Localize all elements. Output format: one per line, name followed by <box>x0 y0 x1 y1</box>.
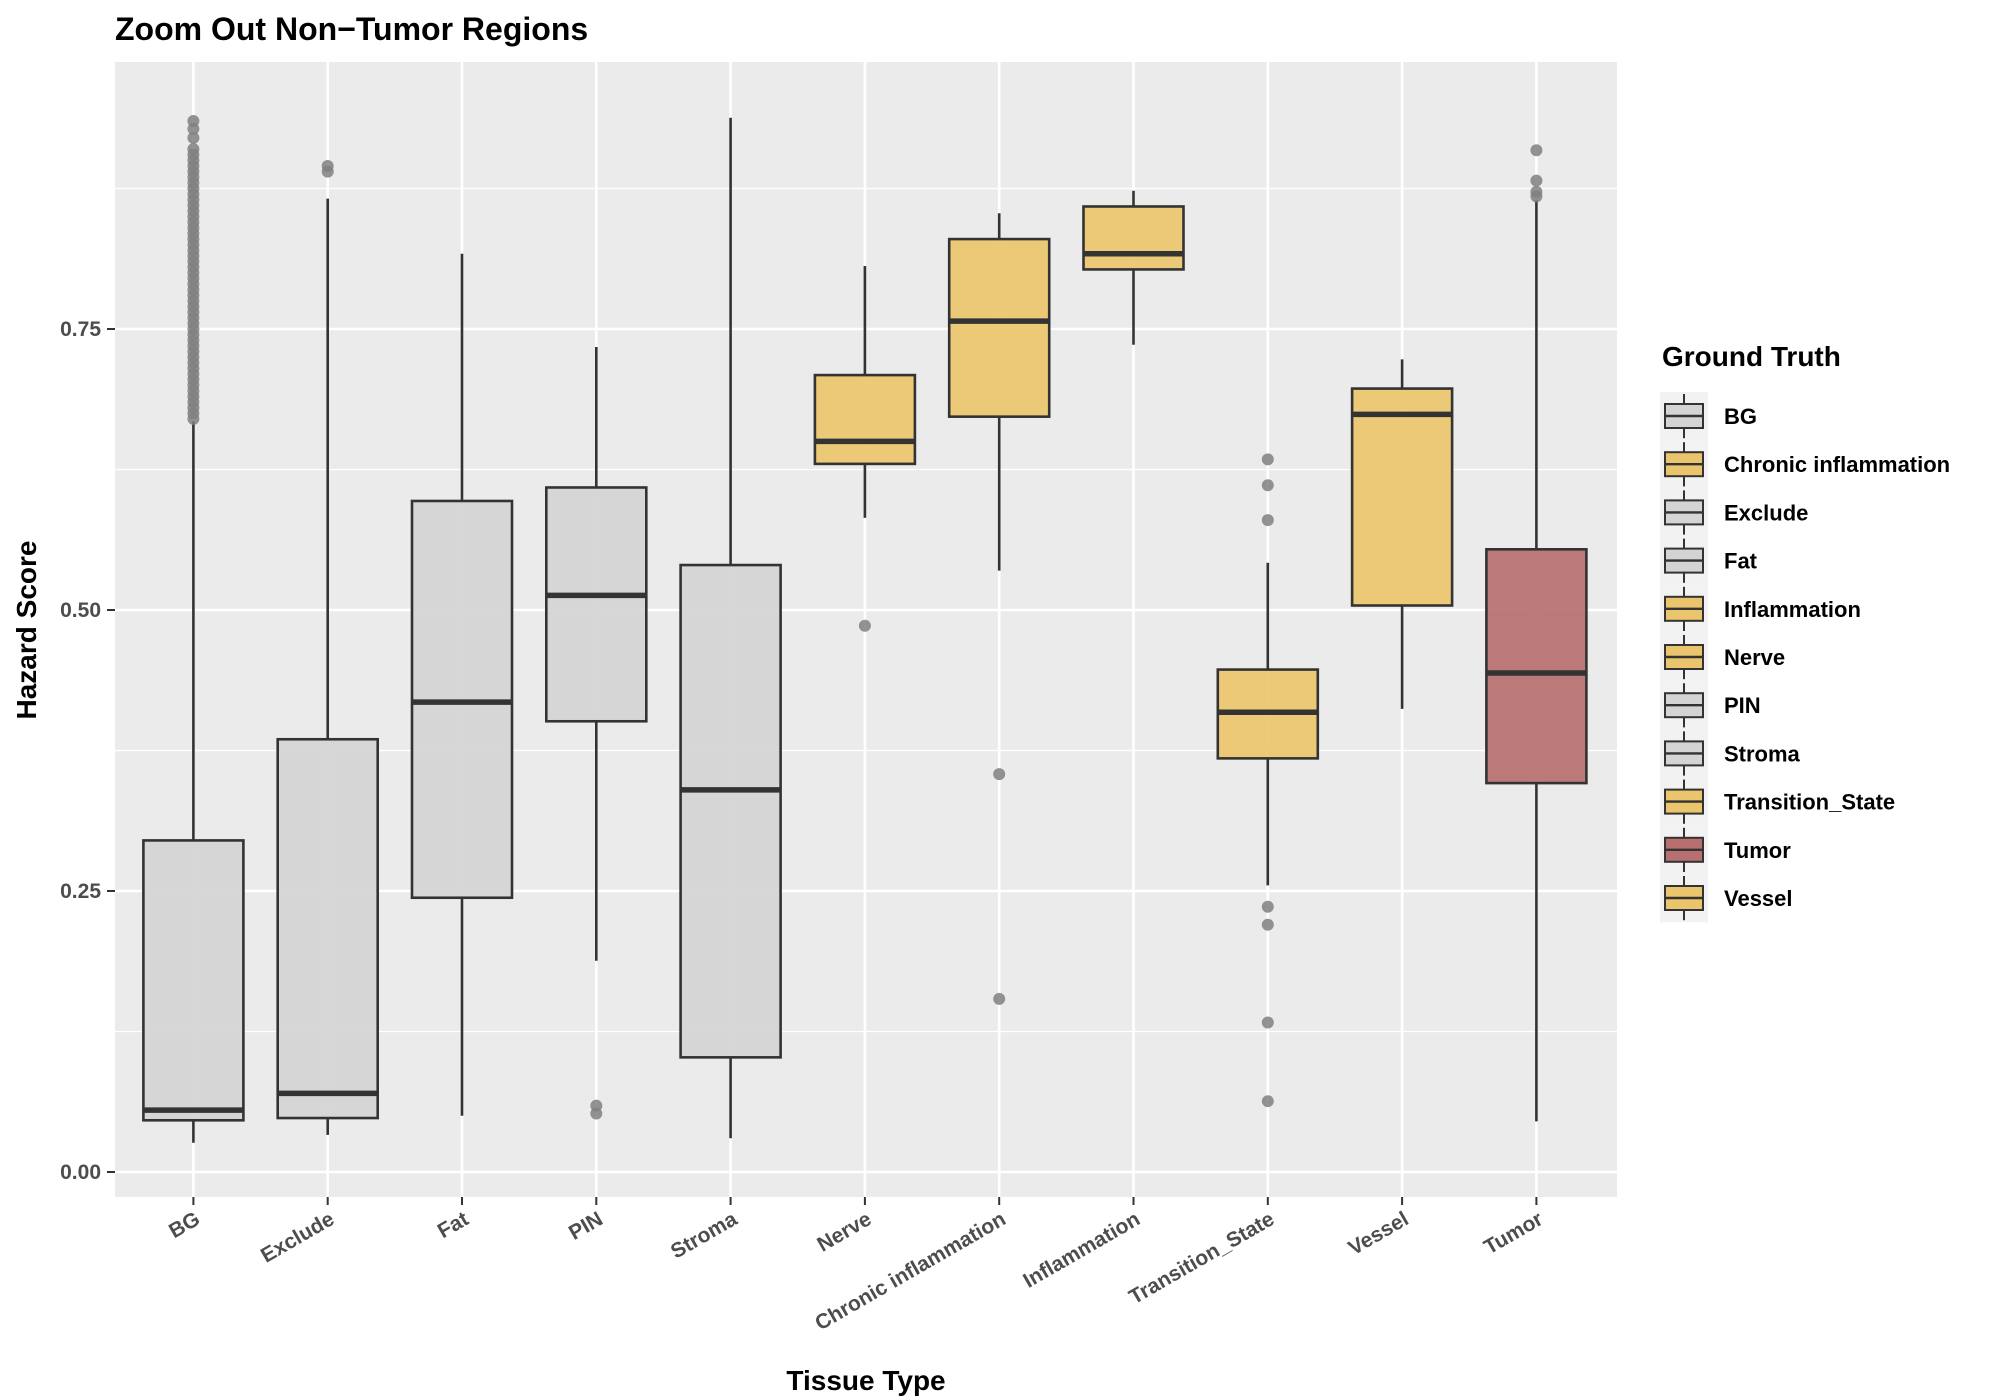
iqr-box <box>1485 548 1588 785</box>
iqr-box <box>544 486 648 723</box>
outlier-point <box>1261 514 1274 527</box>
box-nerve <box>813 266 917 632</box>
legend-label: Chronic inflammation <box>1724 452 1950 477</box>
y-tick-label: 0.50 <box>60 599 101 622</box>
x-tick-label: Exclude <box>257 1207 338 1267</box>
legend-item-exclude: Exclude <box>1660 488 1808 537</box>
legend-label: Vessel <box>1724 886 1793 911</box>
y-tick-label: 0.00 <box>60 1161 101 1184</box>
y-axis: 0.00 0.25 0.50 0.75 <box>60 318 115 1184</box>
legend-title: Ground Truth <box>1662 341 1841 372</box>
outlier-point <box>1530 144 1543 157</box>
legend-item-inflammation: Inflammation <box>1660 584 1861 633</box>
legend: Ground Truth BG Chronic inflammation Exclu… <box>1660 341 1950 923</box>
chart-title: Zoom Out Non−Tumor Regions <box>115 11 588 47</box>
iqr-box <box>276 737 380 1120</box>
x-tick-label: Fat <box>434 1207 473 1243</box>
outlier-point <box>590 1099 603 1112</box>
iqr-box <box>1082 205 1185 271</box>
outlier-point <box>1530 185 1543 198</box>
x-tick-label: Stroma <box>667 1207 741 1263</box>
iqr-box <box>142 839 245 1122</box>
legend-label: Nerve <box>1724 645 1785 670</box>
legend-item-vessel: Vessel <box>1660 874 1793 923</box>
x-tick-label: Nerve <box>813 1207 875 1256</box>
x-tick-label: BG <box>165 1207 204 1243</box>
box-stroma <box>679 117 782 1139</box>
outlier-point <box>993 768 1006 781</box>
legend-item-tumor: Tumor <box>1660 825 1791 874</box>
x-tick-label: Inflammation <box>1019 1207 1144 1292</box>
box-fat <box>410 253 514 1116</box>
iqr-box <box>1350 387 1454 607</box>
x-tick-label: Transition_State <box>1125 1207 1278 1309</box>
outlier-point <box>1261 918 1274 931</box>
legend-item-fat: Fat <box>1660 536 1758 585</box>
legend-item-transition-state: Transition_State <box>1660 777 1895 826</box>
iqr-box <box>813 373 917 466</box>
outlier-point <box>1261 1095 1274 1108</box>
box-transition-state <box>1216 453 1320 1108</box>
outlier-point <box>187 143 200 156</box>
legend-items: BG Chronic inflammation Exclude Fat Inflamma… <box>1660 392 1950 923</box>
legend-label: BG <box>1724 404 1757 429</box>
box-inflammation <box>1082 190 1185 345</box>
outlier-point <box>1261 479 1274 492</box>
box-vessel <box>1350 359 1454 709</box>
outlier-point <box>1261 453 1274 466</box>
outlier-point <box>187 131 200 144</box>
outlier-point <box>1261 1016 1274 1029</box>
legend-label: Tumor <box>1724 838 1791 863</box>
legend-item-stroma: Stroma <box>1660 729 1801 778</box>
iqr-box <box>679 563 782 1059</box>
x-tick-label: PIN <box>565 1207 607 1244</box>
outlier-point <box>1530 174 1543 187</box>
box-pin <box>544 346 648 1120</box>
x-tick-label: Vessel <box>1344 1207 1412 1260</box>
box-tumor <box>1485 144 1588 1122</box>
legend-label: Inflammation <box>1724 597 1861 622</box>
box-exclude <box>276 160 380 1135</box>
y-tick-label: 0.25 <box>60 880 101 903</box>
box-chronic-inflammation <box>947 213 1051 1005</box>
x-axis-title: Tissue Type <box>786 1365 945 1396</box>
y-axis-title: Hazard Score <box>11 541 42 720</box>
outlier-point <box>187 115 200 128</box>
x-tick-label: Tumor <box>1480 1207 1547 1259</box>
legend-label: Fat <box>1724 549 1758 574</box>
iqr-box <box>410 499 514 900</box>
legend-label: Exclude <box>1724 500 1808 525</box>
legend-item-bg: BG <box>1660 392 1757 441</box>
outlier-point <box>1261 900 1274 913</box>
boxes <box>142 115 1588 1143</box>
outlier-point <box>321 160 334 173</box>
legend-label: Stroma <box>1724 741 1801 766</box>
legend-item-chronic-inflammation: Chronic inflammation <box>1660 440 1950 489</box>
outlier-point <box>993 992 1006 1005</box>
legend-label: PIN <box>1724 693 1761 718</box>
y-tick-label: 0.75 <box>60 318 101 341</box>
iqr-box <box>947 237 1051 418</box>
outlier-point <box>858 619 871 632</box>
box-bg <box>142 115 245 1143</box>
legend-item-pin: PIN <box>1660 681 1761 730</box>
legend-label: Transition_State <box>1724 790 1895 815</box>
legend-item-nerve: Nerve <box>1660 633 1785 682</box>
